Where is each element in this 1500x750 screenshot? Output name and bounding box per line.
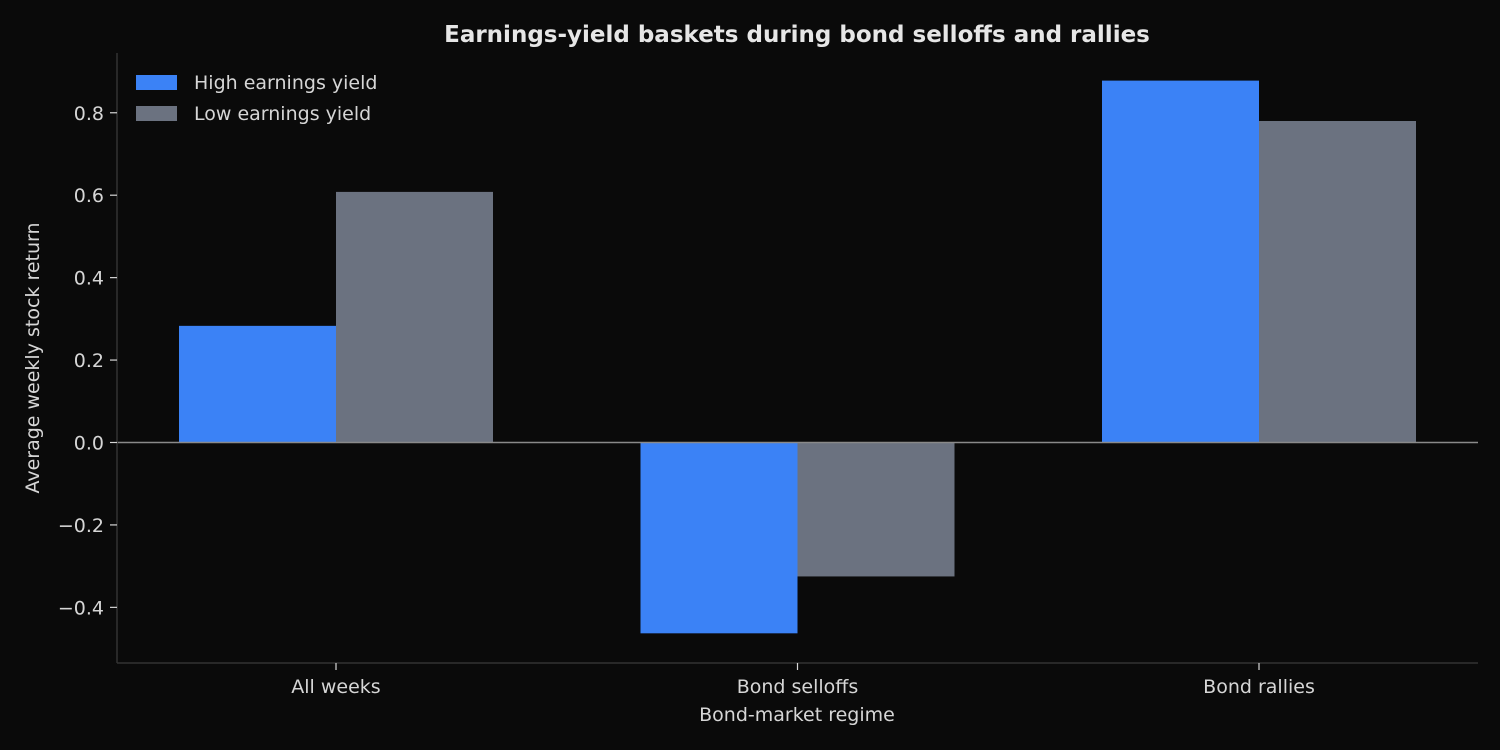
y-tick-label: 0.0 bbox=[74, 432, 104, 454]
y-tick-label: −0.2 bbox=[58, 515, 104, 537]
x-ticks-group: All weeks Bond selloffs Bond rallies bbox=[291, 663, 1315, 698]
y-axis-label: Average weekly stock return bbox=[22, 222, 44, 493]
bar-high-1 bbox=[640, 442, 798, 634]
y-tick-label: 0.8 bbox=[74, 103, 104, 125]
legend-swatch-0 bbox=[136, 75, 177, 90]
x-axis-label: Bond-market regime bbox=[699, 704, 895, 726]
bar-low-0 bbox=[336, 191, 493, 443]
bars-group bbox=[179, 80, 1416, 634]
y-tick-label: 0.2 bbox=[74, 350, 104, 372]
legend-label-0: High earnings yield bbox=[194, 72, 377, 94]
bar-high-0 bbox=[179, 325, 336, 443]
x-tick-label: Bond selloffs bbox=[737, 676, 859, 698]
y-tick-label: 0.6 bbox=[74, 185, 104, 207]
bar-low-2 bbox=[1259, 121, 1416, 443]
x-tick-label: Bond rallies bbox=[1203, 676, 1315, 698]
y-tick-label: 0.4 bbox=[74, 268, 104, 290]
bar-low-1 bbox=[797, 442, 955, 577]
legend-swatch-1 bbox=[136, 106, 177, 121]
x-tick-label: All weeks bbox=[291, 676, 380, 698]
legend: High earnings yield Low earnings yield bbox=[136, 72, 377, 125]
y-ticks-group: −0.4 −0.2 0.0 0.2 0.4 0.6 0.8 bbox=[58, 103, 117, 619]
y-tick-label: −0.4 bbox=[58, 597, 104, 619]
bar-high-2 bbox=[1102, 80, 1259, 443]
legend-label-1: Low earnings yield bbox=[194, 103, 371, 125]
chart-title: Earnings-yield baskets during bond sello… bbox=[444, 22, 1150, 48]
